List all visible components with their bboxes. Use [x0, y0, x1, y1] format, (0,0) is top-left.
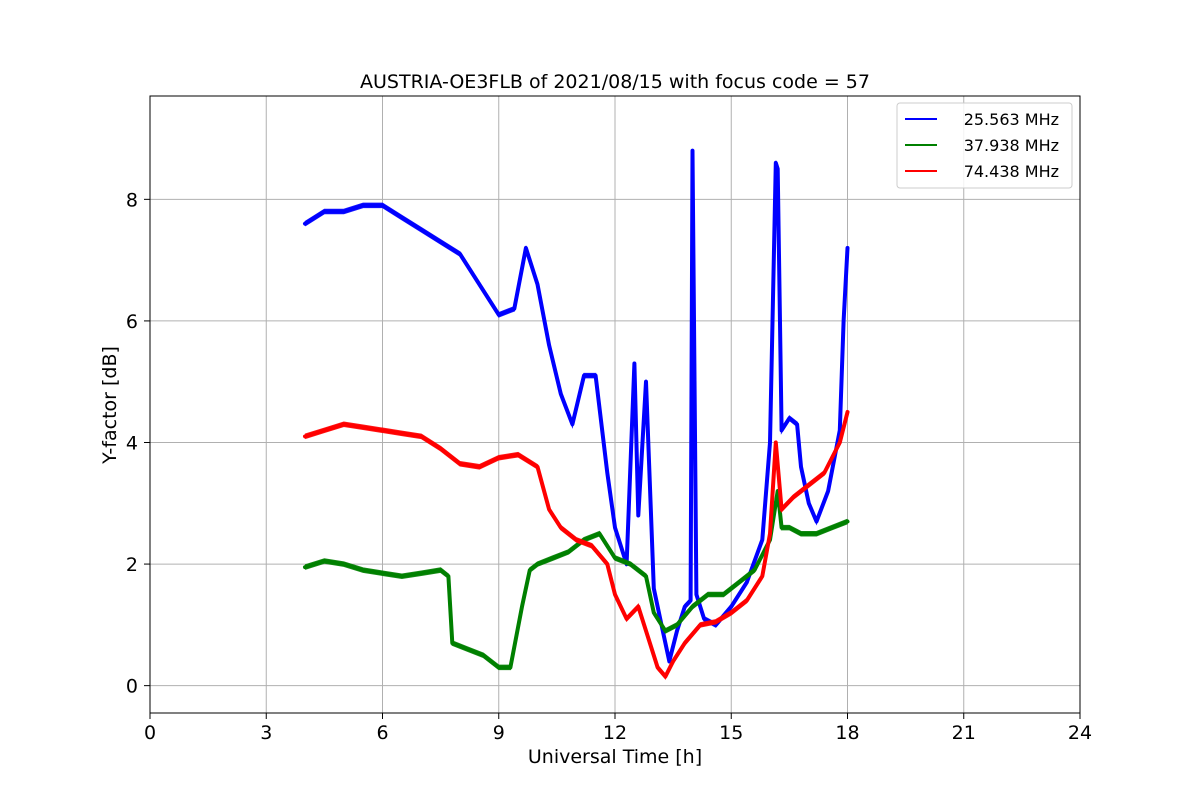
series-band-1	[304, 152, 849, 664]
x-tick-label: 3	[260, 722, 272, 744]
y-axis-label: Y-factor [dB]	[99, 346, 121, 465]
y-tick-label: 4	[126, 432, 138, 454]
legend-label-1: 25.563 MHz	[964, 110, 1059, 129]
y-axis-ticks: 0 2 4 6 8	[126, 189, 150, 698]
plot-area	[303, 148, 850, 680]
legend: 25.563 MHz 37.938 MHz 74.438 MHz	[896, 102, 1073, 189]
x-tick-label: 21	[952, 722, 976, 744]
x-tick-label: 0	[144, 722, 156, 744]
x-tick-label: 12	[603, 722, 627, 744]
x-tick-label: 6	[376, 722, 388, 744]
x-tick-label: 18	[835, 722, 859, 744]
x-tick-label: 15	[719, 722, 743, 744]
x-tick-label: 9	[493, 722, 505, 744]
legend-label-3: 74.438 MHz	[964, 162, 1059, 181]
y-tick-label: 2	[126, 554, 138, 576]
y-tick-label: 8	[126, 189, 138, 211]
legend-label-2: 37.938 MHz	[964, 136, 1059, 155]
x-axis-label: Universal Time [h]	[528, 746, 702, 768]
series-band-3	[304, 413, 849, 680]
y-tick-label: 6	[126, 311, 138, 333]
x-axis-ticks: 0 3 6 9 12 15 18 21 24	[144, 713, 1092, 744]
series-band-2	[304, 492, 848, 671]
x-tick-label: 24	[1068, 722, 1092, 744]
series-layer	[303, 148, 850, 680]
chart-title: AUSTRIA-OE3FLB of 2021/08/15 with focus …	[360, 71, 870, 93]
y-tick-label: 0	[126, 676, 138, 698]
legend-box	[896, 102, 1073, 189]
